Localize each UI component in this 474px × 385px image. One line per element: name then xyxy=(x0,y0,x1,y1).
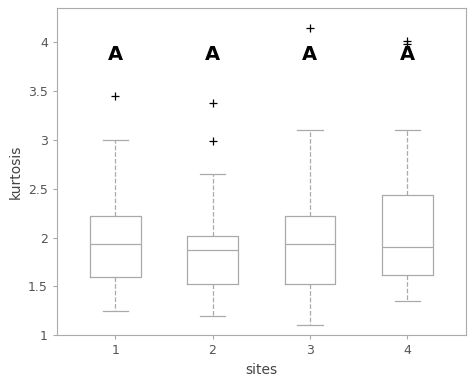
Text: A: A xyxy=(205,45,220,64)
Text: A: A xyxy=(400,45,415,64)
Text: A: A xyxy=(302,45,318,64)
X-axis label: sites: sites xyxy=(245,363,277,377)
Y-axis label: kurtosis: kurtosis xyxy=(9,144,22,199)
Text: A: A xyxy=(108,45,123,64)
